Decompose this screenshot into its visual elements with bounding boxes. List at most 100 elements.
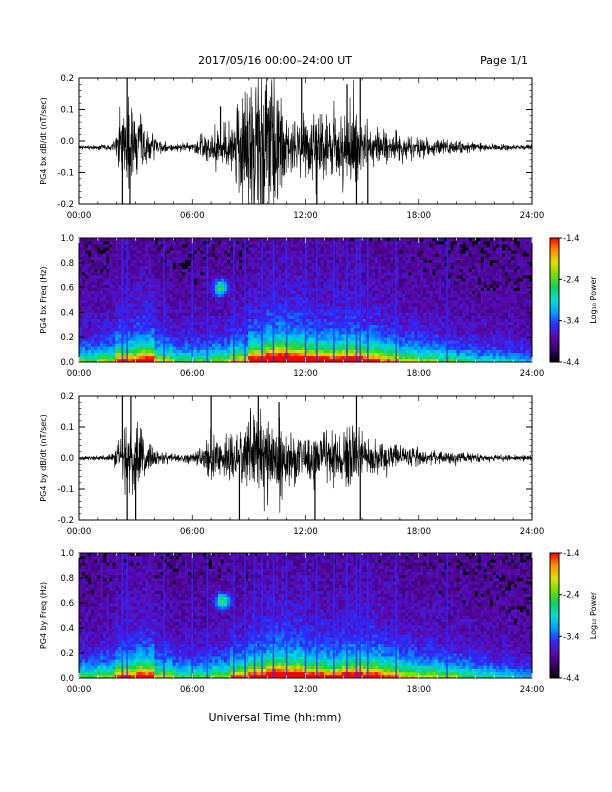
spectrogram-cell [103,253,107,257]
spectrogram-cell [217,303,222,307]
spectrogram-cell [160,318,164,322]
spectrogram-cell [353,293,358,298]
spectrogram-cell [175,300,179,304]
spectrogram-cell [423,312,427,316]
spectrogram-cell [115,265,119,270]
spectrogram-cell [411,281,415,285]
spectrogram-cell [371,247,376,251]
spectrogram-cell [160,247,164,251]
spectrogram-cell [429,293,433,298]
spectrogram-cell [423,315,427,319]
spectrogram-cell [377,284,382,288]
spectrogram-cell [432,284,436,288]
spectrogram-cell [79,272,83,276]
spectrogram-cell [405,309,409,313]
spectrogram-cell [374,238,379,242]
spectrogram-cell [326,334,330,338]
spectrogram-cell [169,337,173,341]
spectrogram-cell [453,327,457,332]
spectrogram-cell [248,312,252,316]
spectrogram-cell [323,296,327,301]
spectrogram-cell [139,321,143,326]
spectrogram-cell [139,355,143,360]
spectrogram-cell [371,337,376,341]
spectrogram-cell [175,309,179,313]
spectrogram-cell [371,315,376,319]
spectrogram-cell [166,324,170,329]
spectrogram-cell [202,334,207,338]
spectrogram-cell [311,337,315,341]
spectrogram-cell [387,250,391,254]
spectrogram-cell [453,343,457,347]
spectrogram-cell [254,247,258,251]
spectrogram-cell [408,309,412,313]
spectrogram-cell [450,334,454,338]
spectrogram-cell [124,300,128,304]
spectrogram-cell [408,321,412,326]
spectrogram-cell [326,256,330,260]
spectrogram-cell [196,238,201,242]
spectrogram-cell [202,250,207,254]
spectrogram-cell [396,300,400,304]
spectrogram-cell [100,272,104,276]
spectrogram-cell [139,318,143,322]
spectrogram-cell [341,244,346,248]
spectrogram-cell [359,272,364,276]
spectrogram-cell [408,346,412,350]
spectrogram-cell [226,343,231,347]
spectrogram-cell [223,358,228,363]
spectrogram-cell [414,358,418,363]
spectrogram-cell [124,346,128,350]
spectrogram-cell [335,318,340,322]
spectrogram-cell [302,269,306,273]
spectrogram-cell [338,303,343,307]
spectrogram-cell [245,278,249,282]
spectrogram-cell [390,284,394,288]
spectrogram-cell [223,337,228,341]
spectrogram-cell [133,290,137,295]
spectrogram-cell [166,334,170,338]
spectrogram-cell [154,278,158,282]
spectrogram-cell [432,352,436,357]
spectrogram-cell [453,352,457,357]
spectrogram-cell [435,262,439,267]
spectrogram-cell [251,241,255,245]
spectrogram-cell [163,343,167,347]
spectrogram-cell [82,349,86,353]
spectrogram-cell [163,269,167,273]
spectrogram-cell [79,278,83,282]
spectrogram-cell [181,269,185,273]
spectrogram-cell [94,312,98,316]
spectrogram-cell [142,318,146,322]
spectrogram-cell [223,278,228,282]
spectrogram-cell [254,343,258,347]
spectrogram-cell [293,296,297,301]
spectrogram-cell [441,259,445,264]
spectrogram-cell [359,340,364,344]
spectrogram-cell [187,340,192,344]
spectrogram-cell [266,340,270,344]
spectrogram-cell [341,300,346,304]
spectrogram-cell [290,244,294,248]
spectrogram-cell [172,278,176,282]
spectrogram-cell [402,331,406,335]
spectrogram-cell [450,303,454,307]
spectrogram-cell [100,281,104,285]
spectrogram-cell [211,309,216,313]
spectrogram-cell [323,312,327,316]
spectrogram-cell [308,346,312,350]
spectrogram-cell [91,244,95,248]
spectrogram-cell [217,355,222,360]
spectrogram-cell [151,321,155,326]
spectrogram-cell [296,343,300,347]
spectrogram-cell [94,324,98,329]
spectrogram-cell [100,349,104,353]
spectrogram-cell [254,250,258,254]
spectrogram-cell [199,247,204,251]
spectrogram-cell [109,272,113,276]
spectrogram-cell [169,253,173,257]
spectrogram-cell [169,287,173,291]
spectrogram-cell [302,321,306,326]
spectrogram-cell [377,253,382,257]
spectrogram-cell [106,272,110,276]
